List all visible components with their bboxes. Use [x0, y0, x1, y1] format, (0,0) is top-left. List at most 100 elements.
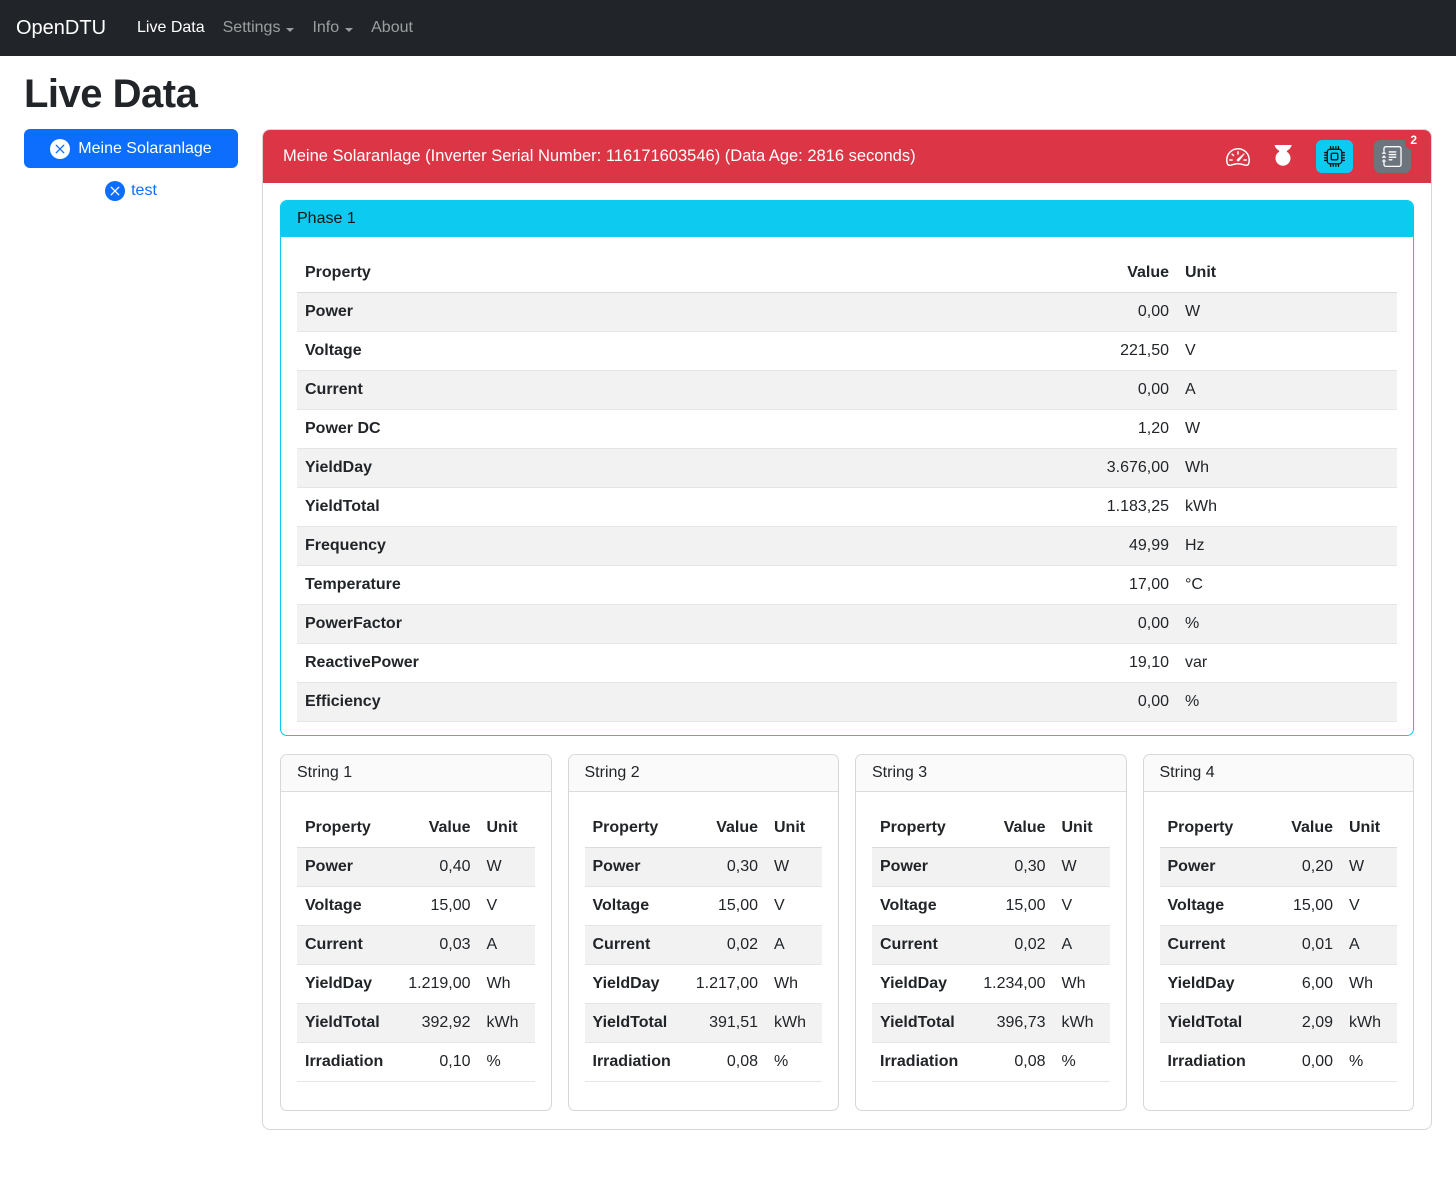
navbar: OpenDTU Live Data Settings Info About: [0, 0, 1456, 56]
row-unit: var: [1177, 643, 1397, 683]
row-value: 3.676,00: [846, 448, 1177, 488]
limit-settings-button[interactable]: [1226, 145, 1250, 169]
inverter-link-test[interactable]: test: [24, 181, 238, 201]
nav-item-live-data[interactable]: Live Data: [137, 19, 205, 36]
row-property: Efficiency: [297, 682, 846, 722]
event-log-button[interactable]: 2: [1374, 131, 1422, 173]
column-header-property: Property: [297, 809, 397, 848]
row-property: Power: [297, 292, 846, 332]
column-header-unit: Unit: [1053, 809, 1110, 848]
row-property: Current: [297, 370, 846, 410]
row-unit: Wh: [1053, 964, 1110, 1004]
row-property: Voltage: [872, 886, 972, 926]
row-value: 0,01: [1271, 925, 1341, 965]
column-header-value: Value: [1271, 809, 1341, 848]
string-card: String 4 Property Value Unit Power 0,20 …: [1142, 754, 1414, 1111]
row-value: 0,02: [971, 925, 1054, 965]
column-header-unit: Unit: [1177, 254, 1397, 293]
string-card: String 2 Property Value Unit Power 0,30 …: [567, 754, 839, 1111]
x-circle-icon: [50, 138, 71, 159]
table-row: YieldTotal 396,73 kWh: [872, 1003, 1110, 1043]
row-value: 0,30: [683, 847, 766, 887]
string-card: String 1 Property Value Unit Power 0,40 …: [280, 754, 552, 1111]
row-value: 0,08: [971, 1042, 1054, 1082]
row-property: Power DC: [297, 409, 846, 449]
table-row: Power DC 1,20 W: [297, 409, 1397, 449]
row-unit: °C: [1177, 565, 1397, 605]
row-unit: W: [1177, 292, 1397, 332]
row-value: 1,20: [846, 409, 1177, 449]
row-unit: Wh: [1177, 448, 1397, 488]
row-property: Current: [872, 925, 972, 965]
inverter-card-header: Meine Solaranlage (Inverter Serial Numbe…: [263, 130, 1431, 183]
string-table: Property Value Unit Power 0,30 W Voltage…: [584, 809, 822, 1082]
row-value: 19,10: [846, 643, 1177, 683]
table-row: Irradiation 0,08 %: [584, 1042, 822, 1082]
row-unit: Wh: [478, 964, 535, 1004]
row-value: 0,00: [846, 604, 1177, 644]
table-row: Current 0,01 A: [1159, 925, 1397, 965]
nav-item-about[interactable]: About: [371, 19, 413, 36]
row-value: 0,00: [846, 370, 1177, 410]
row-property: YieldTotal: [1159, 1003, 1272, 1043]
string-table-body: Power 0,30 W Voltage 15,00 V Current 0,0…: [872, 847, 1110, 1082]
inverter-select-button[interactable]: Meine Solaranlage: [24, 129, 238, 168]
row-value: 0,00: [846, 682, 1177, 722]
row-property: YieldTotal: [872, 1003, 972, 1043]
table-row: YieldDay 1.217,00 Wh: [584, 964, 822, 1004]
table-row: Irradiation 0,08 %: [872, 1042, 1110, 1082]
table-row: YieldDay 1.219,00 Wh: [297, 964, 535, 1004]
row-property: Voltage: [1159, 886, 1272, 926]
phase-table-body: Power 0,00 W Voltage 221,50 V Current 0,…: [297, 292, 1397, 722]
chevron-down-icon: [286, 27, 295, 32]
table-row: YieldDay 1.234,00 Wh: [872, 964, 1110, 1004]
row-property: Temperature: [297, 565, 846, 605]
row-value: 15,00: [1271, 886, 1341, 926]
table-row: PowerFactor 0,00 %: [297, 604, 1397, 644]
row-value: 0,40: [396, 847, 479, 887]
row-unit: kWh: [1341, 1003, 1397, 1043]
table-row: Power 0,20 W: [1159, 847, 1397, 887]
row-unit: Wh: [1341, 964, 1397, 1004]
row-unit: kWh: [1053, 1003, 1110, 1043]
nav-item-info[interactable]: Info: [303, 11, 362, 45]
row-unit: A: [1341, 925, 1397, 965]
row-value: 1.234,00: [971, 964, 1054, 1004]
nav-item-settings[interactable]: Settings: [214, 11, 304, 45]
column-header-value: Value: [846, 254, 1177, 293]
row-unit: A: [766, 925, 822, 965]
table-row: Frequency 49,99 Hz: [297, 526, 1397, 566]
journal-text-icon: [1382, 146, 1402, 167]
phase-table: Property Value Unit Power 0,00 W Voltage…: [297, 254, 1397, 722]
brand-logo[interactable]: OpenDTU: [16, 16, 107, 39]
row-unit: V: [1053, 886, 1110, 926]
column-header-property: Property: [1159, 809, 1272, 848]
row-property: Current: [1159, 925, 1272, 965]
table-row: Irradiation 0,00 %: [1159, 1042, 1397, 1082]
row-unit: %: [1053, 1042, 1110, 1082]
table-row: YieldTotal 391,51 kWh: [584, 1003, 822, 1043]
row-unit: kWh: [766, 1003, 822, 1043]
table-row: Current 0,03 A: [297, 925, 535, 965]
row-property: Current: [297, 925, 397, 965]
nav-links: Live Data Settings Info About: [128, 11, 422, 45]
row-unit: %: [1177, 604, 1397, 644]
string-card-body: Property Value Unit Power 0,30 W Voltage…: [569, 792, 839, 1110]
row-value: 2,09: [1271, 1003, 1341, 1043]
table-row: ReactivePower 19,10 var: [297, 643, 1397, 683]
nav-item-settings-label: Settings: [222, 19, 281, 36]
row-property: YieldDay: [297, 964, 397, 1004]
row-unit: A: [478, 925, 535, 965]
string-table: Property Value Unit Power 0,40 W Voltage…: [297, 809, 535, 1082]
row-unit: %: [1341, 1042, 1397, 1082]
column-header-unit: Unit: [1341, 809, 1397, 848]
table-row: YieldDay 6,00 Wh: [1159, 964, 1397, 1004]
row-value: 391,51: [683, 1003, 766, 1043]
row-property: Irradiation: [1159, 1042, 1272, 1082]
row-unit: Hz: [1177, 526, 1397, 566]
device-info-button[interactable]: [1316, 140, 1353, 173]
strings-row: String 1 Property Value Unit Power 0,40 …: [280, 754, 1414, 1111]
column-header-value: Value: [683, 809, 766, 848]
power-toggle-button[interactable]: [1271, 144, 1295, 169]
table-row: Voltage 221,50 V: [297, 331, 1397, 371]
